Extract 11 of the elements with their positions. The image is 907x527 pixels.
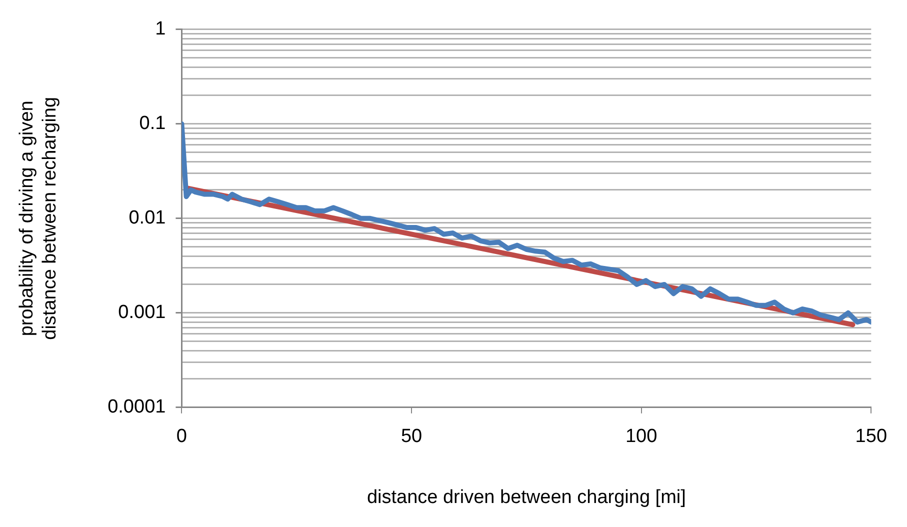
y-tick-label: 0.01 [128,208,166,229]
y-tick-label: 1 [155,18,166,40]
y-axis-title: probability of driving a given distance between recharging [16,96,60,340]
y-tick-label: 0.0001 [108,396,166,418]
y-tick-label: 0.1 [139,113,166,134]
x-axis-title: distance driven between charging [mi] [366,486,686,508]
x-tick-label: 50 [400,426,422,448]
x-tick-label: 100 [625,426,658,448]
x-tick-label: 150 [855,426,887,448]
y-tick-label: 0.001 [118,302,166,324]
x-tick-label: 0 [176,426,187,448]
